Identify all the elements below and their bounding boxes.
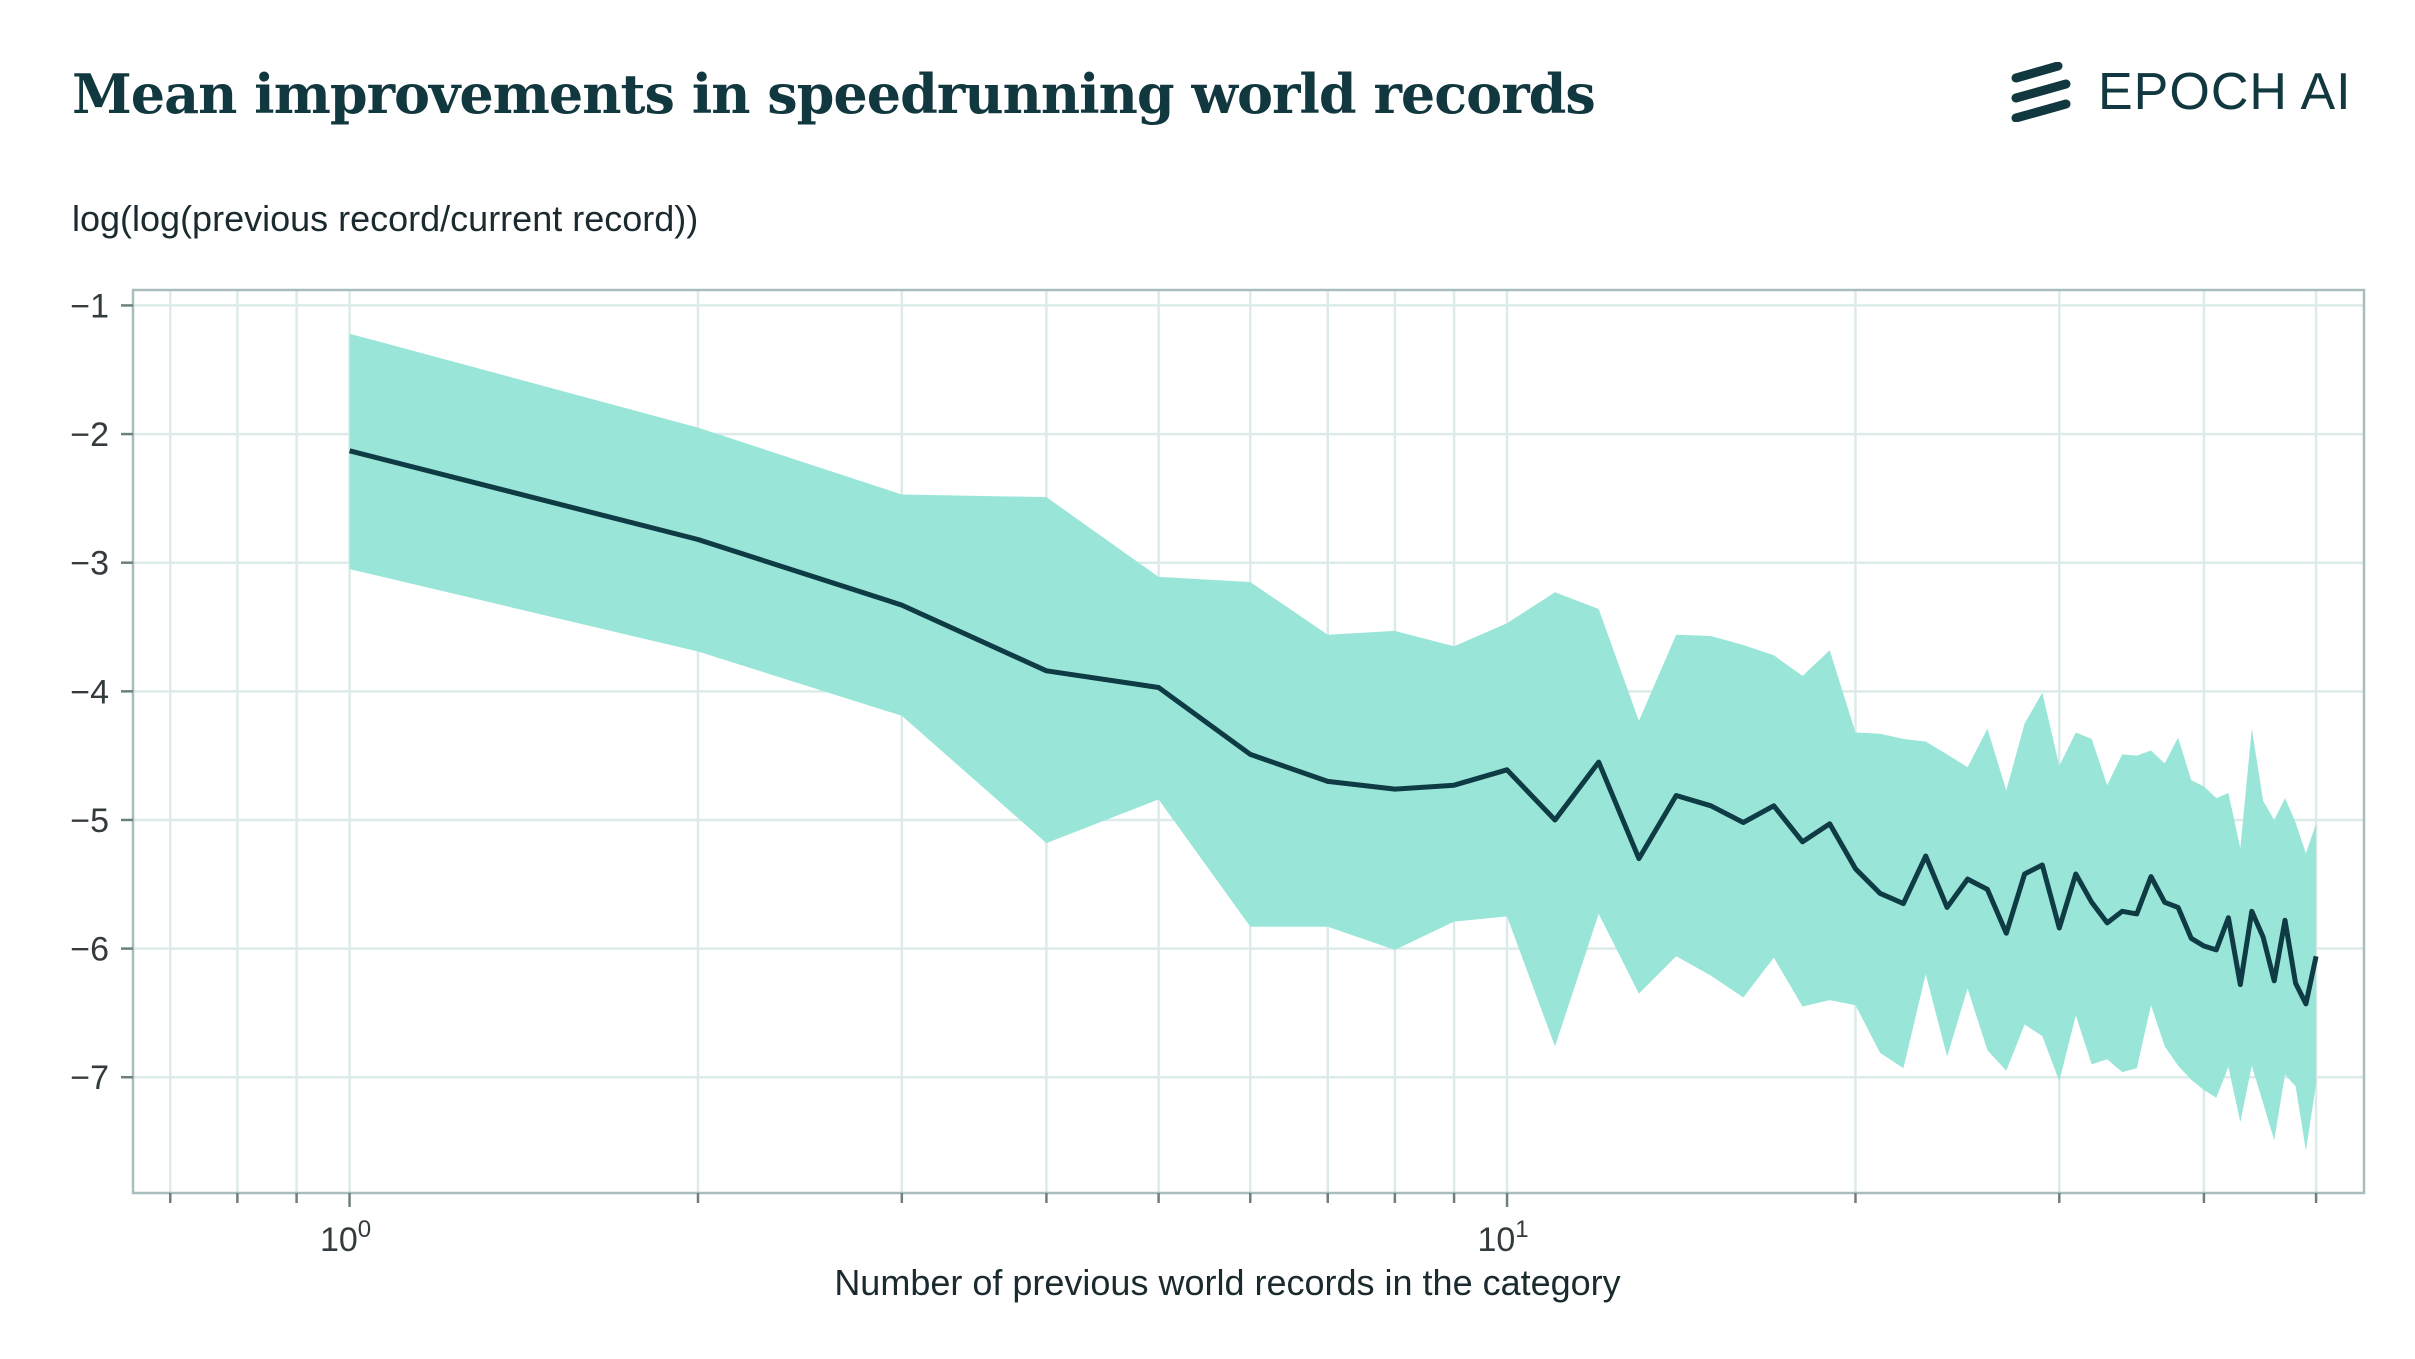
y-tick-label: −3 xyxy=(70,545,109,583)
data-point xyxy=(1923,853,1929,859)
data-point xyxy=(1708,803,1714,809)
data-point xyxy=(2313,953,2319,959)
data-point xyxy=(2119,908,2125,914)
data-point xyxy=(1596,759,1602,765)
data-point xyxy=(899,602,905,608)
data-point xyxy=(2022,871,2028,877)
data-point xyxy=(1944,904,1950,910)
y-tick-label: −2 xyxy=(70,416,109,454)
data-point xyxy=(1451,782,1457,788)
y-tick-label: −7 xyxy=(70,1059,109,1097)
data-point xyxy=(2148,874,2154,880)
data-point xyxy=(2303,1001,2309,1007)
data-point xyxy=(2188,935,2194,941)
brand-logo: EPOCH AI xyxy=(2010,60,2352,124)
data-point xyxy=(1827,821,1833,827)
epoch-logo-icon xyxy=(2011,62,2071,122)
data-point xyxy=(347,448,353,454)
data-point xyxy=(2104,920,2110,926)
data-point xyxy=(1740,820,1746,826)
data-point xyxy=(1504,767,1510,773)
data-point xyxy=(695,537,701,543)
data-point xyxy=(1673,793,1679,799)
data-point xyxy=(1247,751,1253,757)
data-point xyxy=(2056,925,2062,931)
y-axis-label: log(log(previous record/current record)) xyxy=(72,198,699,239)
series-line xyxy=(348,448,2319,1007)
data-point xyxy=(1852,866,1858,872)
data-point xyxy=(2201,943,2207,949)
data-point xyxy=(1877,890,1883,896)
plot-frame xyxy=(131,288,2366,1195)
data-point xyxy=(2271,978,2277,984)
data-point xyxy=(1325,778,1331,784)
data-point xyxy=(1984,886,1990,892)
data-point xyxy=(2213,947,2219,953)
data-point xyxy=(1965,876,1971,882)
data-point xyxy=(1771,803,1777,809)
data-point xyxy=(1900,901,1906,907)
data-point xyxy=(2282,917,2288,923)
data-point xyxy=(2237,982,2243,988)
data-point xyxy=(2003,930,2009,936)
data-point xyxy=(1552,817,1558,823)
axis-ticks: 100 101 −1 −2 −3 −4 −5 −6 −7 xyxy=(70,287,2318,1259)
data-point xyxy=(2039,862,2045,868)
data-point xyxy=(2134,911,2140,917)
data-point xyxy=(2293,980,2299,986)
data-point xyxy=(2175,904,2181,910)
brand-name: EPOCH AI xyxy=(2098,63,2352,121)
y-tick-label: −4 xyxy=(70,673,109,711)
confidence-band xyxy=(349,333,2317,1151)
x-tick-label: 101 xyxy=(1477,1216,1528,1259)
y-tick-label: −5 xyxy=(70,802,109,840)
data-point xyxy=(2260,934,2266,940)
data-point xyxy=(1156,684,1162,690)
data-point xyxy=(1636,856,1642,862)
x-tick-label: 100 xyxy=(320,1216,371,1259)
data-point xyxy=(2073,871,2079,877)
data-point xyxy=(1392,786,1398,792)
data-point xyxy=(2089,899,2095,905)
x-axis-label: Number of previous world records in the … xyxy=(834,1262,1621,1303)
data-point xyxy=(1800,839,1806,845)
y-tick-label: −6 xyxy=(70,931,109,969)
data-point xyxy=(2162,899,2168,905)
data-point xyxy=(2225,915,2231,921)
data-point xyxy=(1043,668,1049,674)
data-point xyxy=(2249,908,2255,914)
chart-title: Mean improvements in speedrunning world … xyxy=(72,62,1596,126)
y-tick-label: −1 xyxy=(70,287,109,325)
